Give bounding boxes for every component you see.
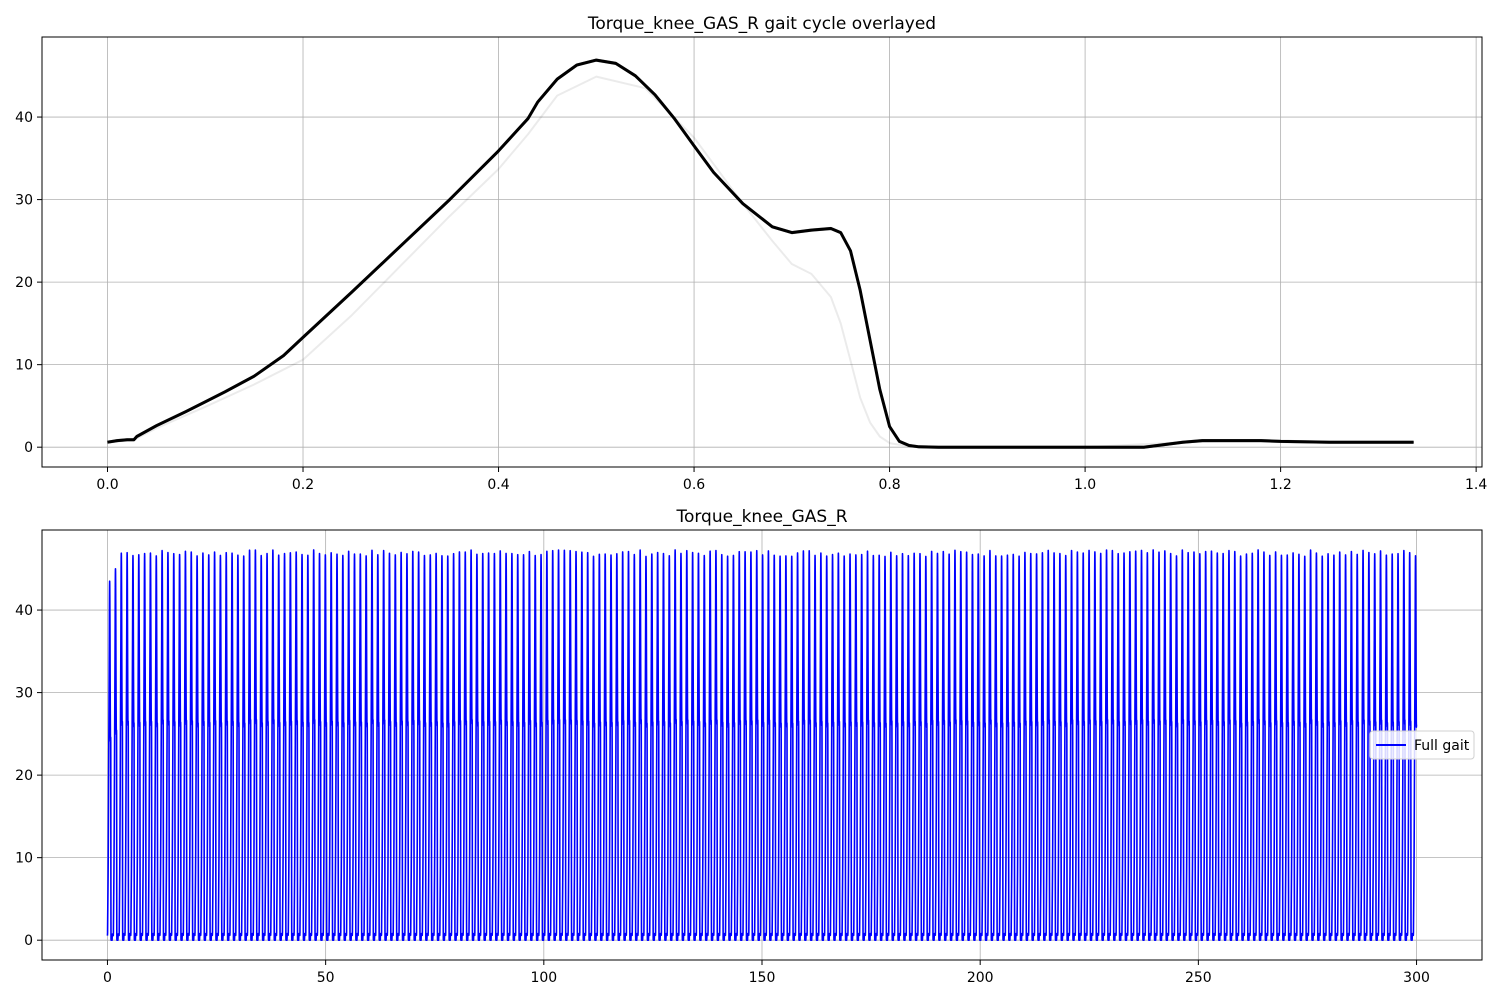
- x-tick-label: 1.2: [1269, 477, 1291, 493]
- x-tick-label: 0.2: [292, 477, 314, 493]
- overlay-chart: Torque_knee_GAS_R gait cycle overlayed 0…: [15, 14, 1487, 493]
- legend: Full gait: [1369, 730, 1475, 760]
- legend-box: [1369, 730, 1475, 760]
- x-tick-label: 0.0: [96, 477, 118, 493]
- chart-title: Torque_knee_GAS_R: [675, 507, 847, 527]
- y-tick-label: 0: [24, 933, 33, 949]
- legend-label: Full gait: [1414, 738, 1470, 754]
- series-lines: [106, 549, 1418, 941]
- mean-cycle-line: [107, 58, 1414, 449]
- x-tick-label: 250: [1185, 970, 1212, 986]
- y-tick-label: 20: [15, 275, 33, 291]
- x-tick-label: 100: [530, 970, 557, 986]
- y-tick-label: 30: [15, 193, 33, 209]
- x-tick-label: 0: [103, 970, 112, 986]
- x-axis-ticks: 0 50 100 150 200 250 300: [103, 960, 1430, 986]
- chart-title: Torque_knee_GAS_R gait cycle overlayed: [587, 14, 936, 34]
- y-tick-label: 40: [15, 110, 33, 126]
- full-gait-chart: Torque_knee_GAS_R 0 50 100 150 200 250 300 0 10…: [15, 507, 1483, 986]
- x-tick-label: 0.4: [487, 477, 509, 493]
- x-tick-label: 1.4: [1465, 477, 1487, 493]
- x-tick-label: 200: [967, 970, 994, 986]
- plot-frame: [41, 36, 1483, 468]
- y-tick-label: 0: [24, 440, 33, 456]
- y-tick-label: 20: [15, 768, 33, 784]
- y-tick-label: 10: [15, 851, 33, 867]
- full-gait-line: [106, 549, 1418, 941]
- y-axis-ticks: 0 10 20 30 40: [15, 110, 42, 456]
- x-tick-label: 0.8: [878, 477, 900, 493]
- x-tick-label: 0.6: [683, 477, 705, 493]
- y-tick-label: 30: [15, 686, 33, 702]
- x-tick-label: 1.0: [1074, 477, 1096, 493]
- y-tick-label: 40: [15, 603, 33, 619]
- grid: [42, 37, 1482, 467]
- y-tick-label: 10: [15, 358, 33, 374]
- x-tick-label: 50: [317, 970, 335, 986]
- x-tick-label: 300: [1403, 970, 1430, 986]
- x-tick-label: 150: [749, 970, 776, 986]
- y-axis-ticks: 0 10 20 30 40: [15, 603, 42, 949]
- x-axis-ticks: 0.0 0.2 0.4 0.6 0.8 1.0 1.2 1.4: [96, 467, 1487, 493]
- series-lines: [107, 58, 1414, 449]
